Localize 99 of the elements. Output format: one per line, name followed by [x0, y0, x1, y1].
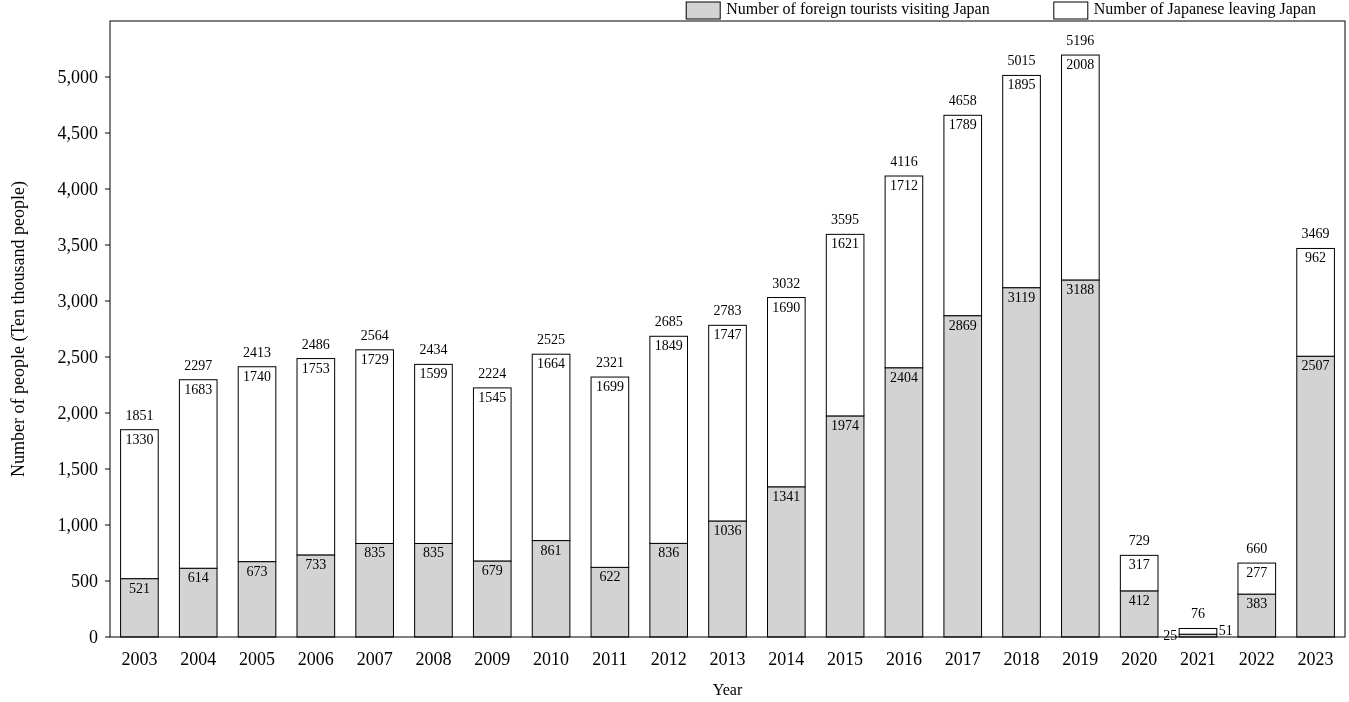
data-label: 1699 [595, 379, 624, 395]
total-label: 729 [1128, 533, 1150, 549]
x-tick-label: 2004 [180, 649, 217, 669]
data-label: 2404 [889, 369, 918, 385]
data-label: 277 [1246, 565, 1268, 581]
data-label: 673 [246, 563, 268, 579]
x-tick-label: 2012 [650, 649, 687, 669]
y-tick-label: 2,500 [57, 347, 98, 367]
x-tick-label: 2008 [415, 649, 452, 669]
data-label: 51 [1218, 623, 1233, 639]
total-label: 2486 [301, 336, 330, 352]
data-label: 962 [1305, 250, 1327, 266]
data-label: 679 [481, 562, 503, 578]
data-label: 1341 [772, 488, 801, 504]
data-label: 1664 [537, 356, 566, 372]
total-label: 2783 [713, 303, 742, 319]
data-label: 1621 [831, 236, 860, 252]
x-tick-label: 2016 [885, 649, 922, 669]
data-label: 2869 [948, 317, 977, 333]
data-label: 3188 [1066, 281, 1095, 297]
total-label: 2413 [243, 344, 272, 360]
data-label: 317 [1128, 557, 1150, 573]
data-label: 1690 [772, 299, 801, 315]
data-label: 622 [599, 569, 621, 585]
total-label: 5196 [1066, 33, 1095, 49]
data-label: 412 [1128, 592, 1150, 608]
total-label: 2224 [478, 365, 507, 381]
legend-label: Number of foreign tourists visiting Japan [726, 0, 990, 18]
total-label: 3469 [1301, 226, 1330, 242]
x-tick-label: 2006 [297, 649, 334, 669]
y-tick-label: 1,000 [57, 515, 98, 535]
y-tick-label: 5,000 [57, 67, 98, 87]
data-label: 1740 [243, 368, 272, 384]
total-label: 2525 [537, 332, 566, 348]
data-label: 3119 [1007, 289, 1036, 305]
data-label: 1545 [478, 389, 507, 405]
data-label: 1974 [831, 417, 860, 433]
data-label: 25 [1163, 627, 1178, 643]
x-tick-label: 2003 [121, 649, 158, 669]
data-label: 835 [364, 545, 386, 561]
total-label: 5015 [1007, 53, 1036, 69]
data-label: 1753 [301, 360, 330, 376]
y-tick-label: 1,500 [57, 459, 98, 479]
data-label: 1683 [184, 381, 213, 397]
data-label: 1747 [713, 327, 742, 343]
x-tick-label: 2007 [356, 649, 393, 669]
data-label: 835 [422, 545, 444, 561]
x-tick-label: 2014 [768, 649, 805, 669]
x-tick-label: 2023 [1297, 649, 1334, 669]
y-tick-label: 3,000 [57, 291, 98, 311]
total-label: 3032 [772, 275, 801, 291]
data-label: 614 [187, 570, 209, 586]
x-tick-label: 2009 [474, 649, 511, 669]
data-label: 521 [128, 580, 150, 596]
x-tick-label: 2022 [1238, 649, 1275, 669]
data-label: 1729 [360, 351, 389, 367]
data-label: 1036 [713, 522, 742, 538]
data-label: 1849 [654, 338, 683, 354]
data-label: 836 [658, 545, 680, 561]
y-axis-title: Number of people (Ten thousand people) [8, 180, 29, 478]
total-label: 2685 [654, 314, 683, 330]
total-label: 2564 [360, 327, 389, 343]
total-label: 2321 [595, 355, 624, 371]
legend-label: Number of Japanese leaving Japan [1093, 0, 1316, 18]
total-label: 76 [1190, 606, 1205, 622]
data-label: 733 [305, 556, 327, 572]
data-label: 1895 [1007, 77, 1036, 93]
y-tick-label: 3,500 [57, 235, 98, 255]
y-tick-label: 4,500 [57, 123, 98, 143]
data-label: 2507 [1301, 358, 1330, 374]
data-label: 383 [1246, 596, 1268, 612]
y-tick-label: 0 [89, 627, 98, 647]
total-label: 2297 [184, 357, 213, 373]
x-tick-label: 2021 [1179, 649, 1216, 669]
x-axis-title: Year [712, 681, 743, 698]
data-label: 1330 [125, 431, 154, 447]
total-label: 4658 [948, 93, 977, 109]
y-tick-label: 4,000 [57, 179, 98, 199]
x-tick-label: 2015 [827, 649, 864, 669]
data-label: 1599 [419, 366, 448, 382]
total-label: 660 [1246, 541, 1268, 557]
y-tick-label: 2,000 [57, 403, 98, 423]
x-tick-label: 2020 [1121, 649, 1158, 669]
x-tick-label: 2019 [1062, 649, 1099, 669]
x-tick-label: 2010 [533, 649, 570, 669]
data-label: 2008 [1066, 57, 1095, 73]
data-label: 1789 [948, 117, 977, 133]
data-label: 1712 [889, 178, 918, 194]
x-tick-label: 2017 [944, 649, 981, 669]
x-tick-label: 2011 [592, 649, 628, 669]
total-label: 3595 [831, 212, 860, 228]
x-tick-label: 2018 [1003, 649, 1040, 669]
data-label: 861 [540, 542, 562, 558]
total-label: 1851 [125, 407, 154, 423]
y-tick-label: 500 [71, 571, 98, 591]
x-tick-label: 2013 [709, 649, 746, 669]
total-label: 4116 [890, 154, 918, 170]
total-label: 2434 [419, 342, 448, 358]
x-tick-label: 2005 [239, 649, 276, 669]
